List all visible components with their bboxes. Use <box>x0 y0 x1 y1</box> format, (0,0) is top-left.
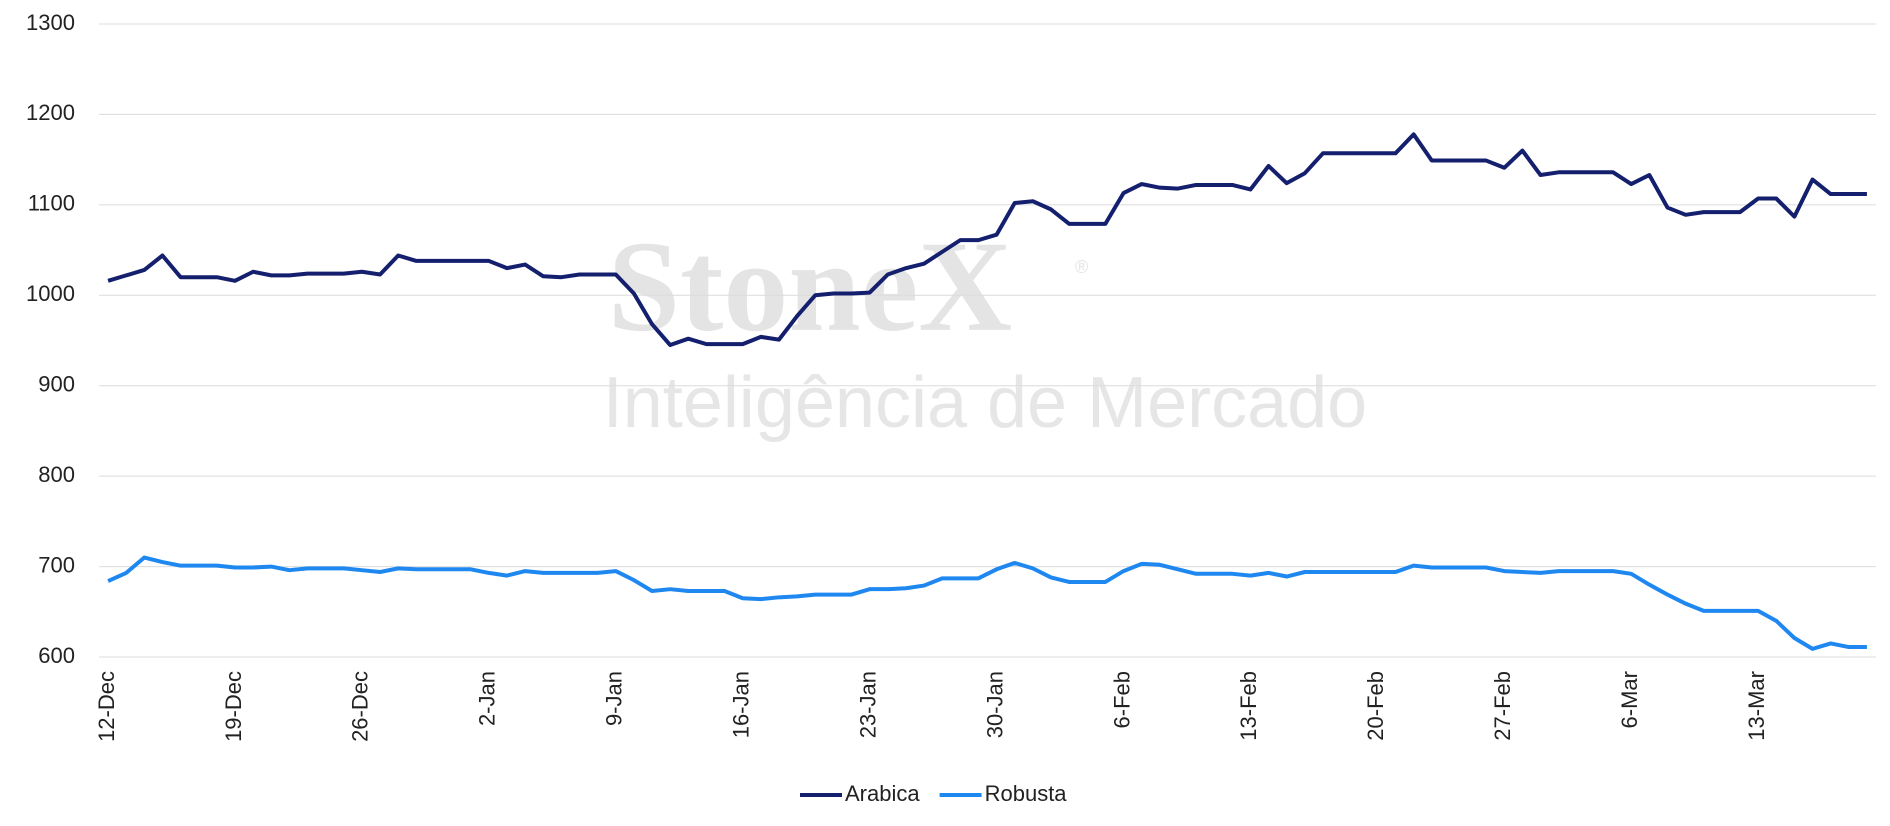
x-tick-label: 20-Feb <box>1363 671 1388 741</box>
x-tick-label: 27-Feb <box>1490 671 1515 741</box>
watermark-brand: StoneX <box>608 215 1012 359</box>
watermark-mark: ® <box>1075 257 1088 277</box>
x-tick-label: 30-Jan <box>982 671 1007 738</box>
x-tick-label: 13-Mar <box>1744 671 1769 741</box>
y-tick-label: 700 <box>38 552 75 577</box>
x-tick-label: 9-Jan <box>602 671 627 726</box>
y-tick-label: 900 <box>38 372 75 397</box>
y-tick-label: 1100 <box>28 191 75 216</box>
x-tick-label: 2-Jan <box>475 671 500 726</box>
x-tick-label: 6-Mar <box>1617 671 1642 728</box>
y-tick-label: 600 <box>38 643 75 668</box>
series-line <box>107 555 1867 651</box>
x-tick-label: 6-Feb <box>1109 671 1134 728</box>
legend-label: Arabica <box>845 781 920 806</box>
legend-label: Robusta <box>985 781 1068 806</box>
y-tick-label: 800 <box>38 462 75 487</box>
x-tick-label: 16-Jan <box>729 671 754 738</box>
x-tick-label: 13-Feb <box>1236 671 1261 741</box>
y-tick-label: 1200 <box>26 100 75 125</box>
x-tick-label: 26-Dec <box>348 671 373 742</box>
x-tick-label: 12-Dec <box>94 671 119 742</box>
x-tick-label: 23-Jan <box>855 671 880 738</box>
x-tick-label: 19-Dec <box>221 671 246 742</box>
watermark-tagline: Inteligência de Mercado <box>603 363 1367 443</box>
series-line <box>107 132 1867 348</box>
y-tick-label: 1300 <box>26 10 75 35</box>
y-tick-label: 1000 <box>26 281 75 306</box>
